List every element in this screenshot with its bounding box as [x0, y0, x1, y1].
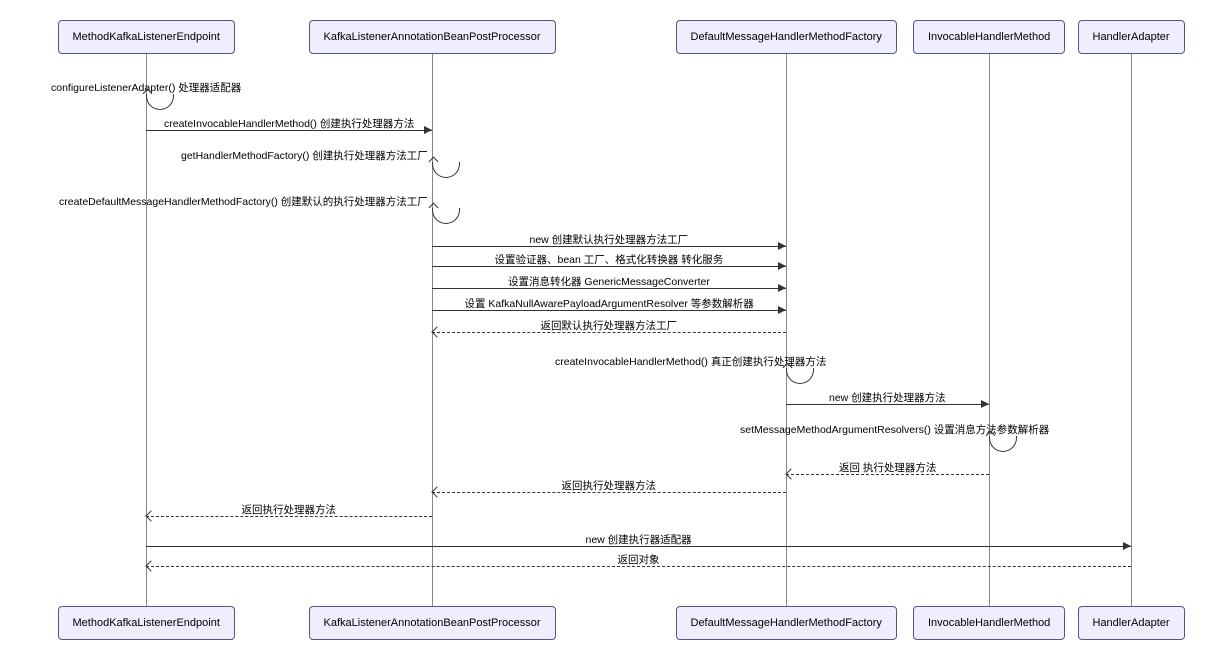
self-call-loop — [432, 162, 460, 178]
message-arrow — [432, 332, 786, 333]
message-label: 返回执行处理器方法 — [242, 502, 337, 517]
message-label: 返回执行处理器方法 — [562, 478, 657, 493]
message-label: setMessageMethodArgumentResolvers() 设置消息… — [740, 422, 1049, 437]
message-label: createDefaultMessageHandlerMethodFactory… — [59, 194, 428, 209]
lifeline — [786, 52, 787, 606]
message-arrow — [146, 516, 432, 517]
message-label: getHandlerMethodFactory() 创建执行处理器方法工厂 — [181, 148, 428, 163]
arrow-head — [1123, 542, 1131, 550]
message-label: 设置消息转化器 GenericMessageConverter — [508, 274, 710, 289]
participant-box: KafkaListenerAnnotationBeanPostProcessor — [309, 20, 556, 54]
arrow-head — [424, 126, 432, 134]
message-arrow — [786, 404, 989, 405]
participant-box: HandlerAdapter — [1078, 20, 1185, 54]
self-call-loop — [989, 436, 1017, 452]
message-label: 设置验证器、bean 工厂、格式化转换器 转化服务 — [495, 252, 724, 267]
message-label: new 创建默认执行处理器方法工厂 — [530, 232, 689, 247]
message-arrow — [146, 130, 432, 131]
message-label: 设置 KafkaNullAwarePayloadArgumentResolver… — [465, 296, 754, 311]
arrow-head — [145, 560, 156, 571]
message-arrow — [146, 546, 1131, 547]
message-label: createInvocableHandlerMethod() 创建执行处理器方法 — [164, 116, 414, 131]
participant-box: DefaultMessageHandlerMethodFactory — [676, 606, 897, 640]
message-label: new 创建执行处理器方法 — [829, 390, 946, 405]
message-label: 返回 执行处理器方法 — [839, 460, 936, 475]
participant-box: InvocableHandlerMethod — [913, 606, 1065, 640]
arrow-head — [778, 284, 786, 292]
message-arrow — [432, 288, 786, 289]
self-call-loop — [146, 94, 174, 110]
participant-box: MethodKafkaListenerEndpoint — [58, 606, 235, 640]
arrow-head — [778, 242, 786, 250]
self-call-loop — [786, 368, 814, 384]
participant-box: DefaultMessageHandlerMethodFactory — [676, 20, 897, 54]
message-arrow — [432, 266, 786, 267]
arrow-head — [145, 510, 156, 521]
message-arrow — [432, 492, 786, 493]
participant-box: MethodKafkaListenerEndpoint — [58, 20, 235, 54]
message-label: 返回对象 — [618, 552, 660, 567]
lifeline — [1131, 52, 1132, 606]
message-arrow — [432, 310, 786, 311]
message-arrow — [432, 246, 786, 247]
self-call-loop — [432, 208, 460, 224]
message-label: 返回默认执行处理器方法工厂 — [541, 318, 678, 333]
arrow-head — [431, 486, 442, 497]
lifeline — [989, 52, 990, 606]
participant-box: InvocableHandlerMethod — [913, 20, 1065, 54]
participant-box: KafkaListenerAnnotationBeanPostProcessor — [309, 606, 556, 640]
message-label: new 创建执行器适配器 — [586, 532, 692, 547]
arrow-head — [981, 400, 989, 408]
lifeline — [146, 52, 147, 606]
participant-box: HandlerAdapter — [1078, 606, 1185, 640]
arrow-head — [431, 326, 442, 337]
arrow-head — [785, 468, 796, 479]
message-arrow — [146, 566, 1131, 567]
arrow-head — [778, 306, 786, 314]
message-arrow — [786, 474, 989, 475]
arrow-head — [778, 262, 786, 270]
